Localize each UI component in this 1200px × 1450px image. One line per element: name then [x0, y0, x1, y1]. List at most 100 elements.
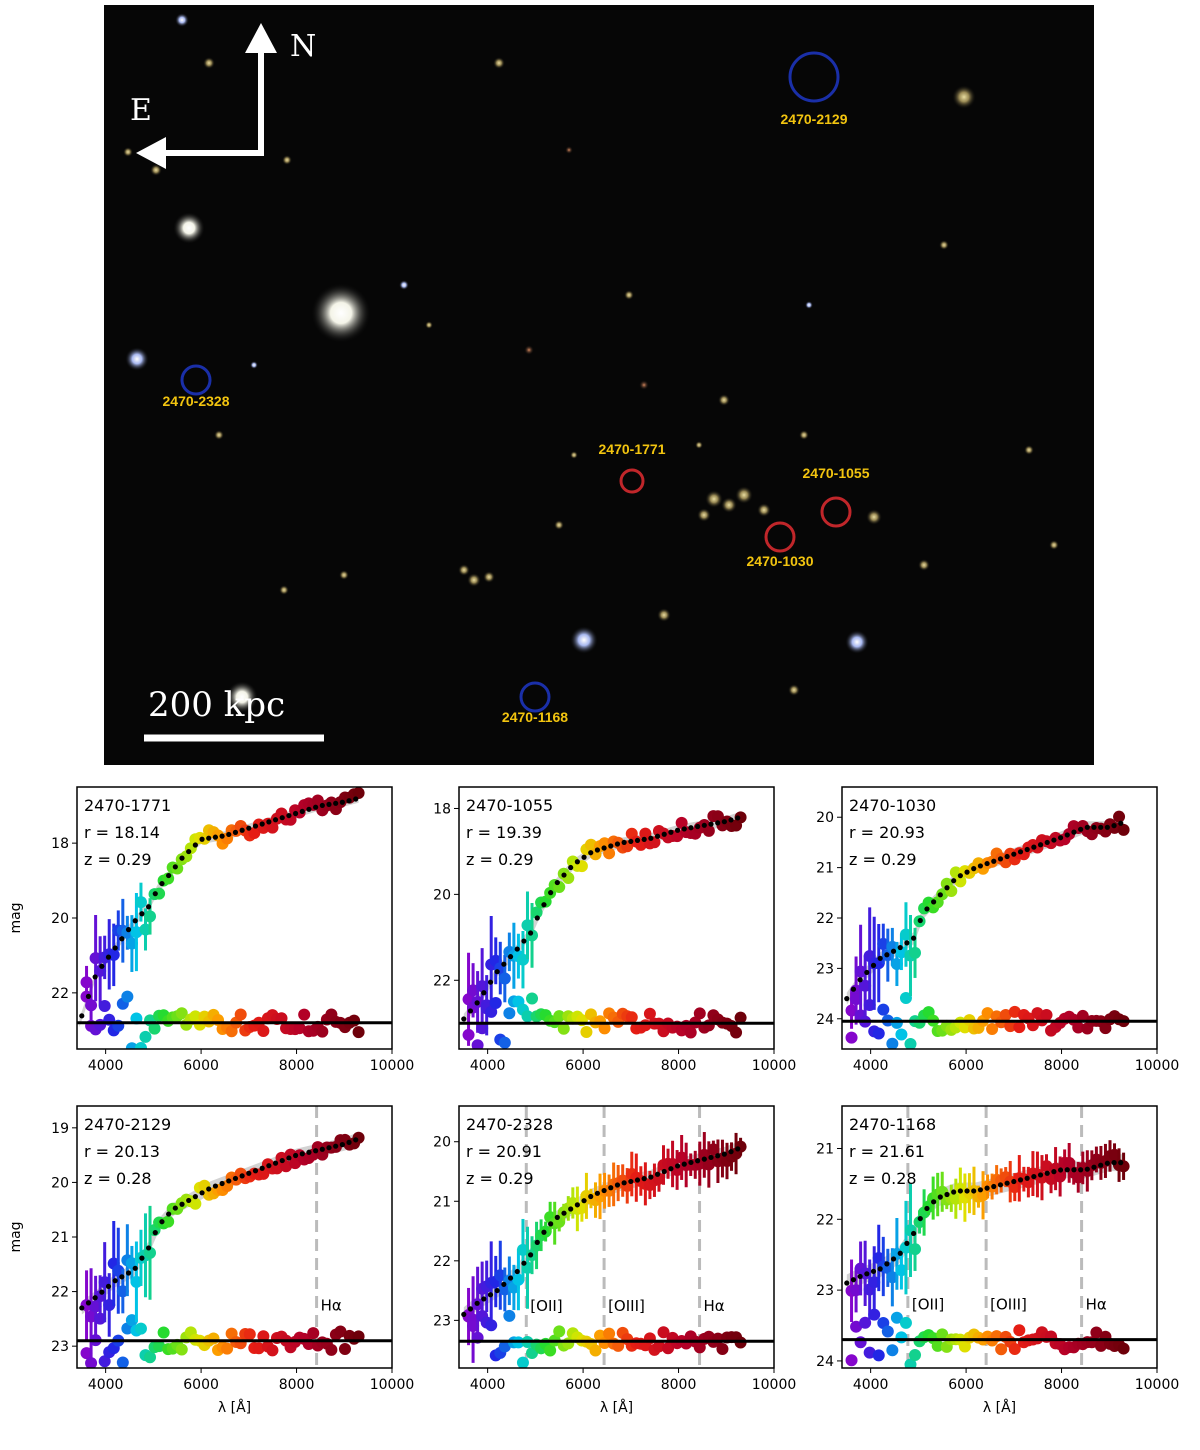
source-circle [764, 521, 796, 553]
data-point [280, 1160, 293, 1173]
model-point [991, 858, 997, 864]
model-point [917, 917, 923, 924]
residual-point [612, 1339, 625, 1352]
model-point [79, 1305, 85, 1311]
residual-point [1076, 1009, 1089, 1022]
model-point [239, 1173, 245, 1179]
model-point [681, 1161, 687, 1167]
residual-point [1099, 1022, 1112, 1035]
sky-object [250, 361, 258, 369]
model-point [641, 1176, 647, 1182]
model-point [186, 848, 192, 855]
model-point [487, 979, 494, 985]
y-tick-label: 22 [433, 1254, 451, 1270]
sed-panel-2470-1055: 4000 6000 8000 10000 18 20 22 2470-1055 r = 19.3… [433, 786, 796, 1074]
sed-panel-2470-1168: 4000 6000 8000 10000 21 22 23 24 2470-1168 r = 21… [816, 1105, 1179, 1416]
sky-object [805, 301, 813, 309]
model-point [594, 1190, 601, 1196]
model-point [521, 1260, 527, 1266]
model-point [917, 1215, 923, 1222]
residual-point [498, 1340, 511, 1353]
residual-point [904, 1037, 917, 1049]
data-point [162, 1215, 175, 1228]
sky-object [788, 684, 800, 696]
residual-point [899, 992, 912, 1005]
x-tick-label: 4000 [88, 1377, 124, 1393]
data-point [89, 1300, 102, 1313]
sky-object [173, 212, 205, 244]
residual-point [338, 1342, 351, 1355]
residual-point [498, 1036, 511, 1049]
model-point [1031, 844, 1037, 850]
residual-point [98, 999, 111, 1012]
model-point [695, 823, 701, 830]
model-point [326, 801, 332, 807]
residual-point [909, 1349, 922, 1362]
sky-object [939, 240, 949, 250]
model-point [494, 1287, 500, 1294]
data-point [467, 984, 480, 997]
sky-object [695, 441, 703, 449]
residual-point [1094, 1339, 1107, 1352]
residual-point [521, 1010, 534, 1023]
model-point [1044, 1170, 1050, 1176]
data-point [112, 1264, 125, 1277]
model-point [252, 823, 259, 829]
residual-point [334, 1325, 347, 1338]
x-tick-label: 8000 [279, 1058, 315, 1074]
model-point [661, 1168, 667, 1175]
model-point [628, 1178, 634, 1185]
residual-point [863, 999, 876, 1012]
model-point [721, 1151, 727, 1157]
residual-point [890, 1016, 903, 1029]
model-point [112, 1278, 118, 1284]
source-circle [519, 681, 551, 713]
model-point [292, 810, 299, 817]
emission-line-label: [OIII] [608, 1297, 645, 1315]
x-tick-label: 10000 [370, 1377, 415, 1393]
data-point [1113, 810, 1126, 823]
model-point [1057, 835, 1064, 841]
data-point [521, 919, 534, 932]
compass-arrows [136, 23, 277, 169]
data-point [498, 972, 511, 985]
model-point [339, 1142, 345, 1148]
residual-point [125, 1042, 138, 1049]
data-point [516, 953, 529, 966]
model-point [701, 822, 707, 828]
model-point [984, 1185, 990, 1191]
sky-object [554, 520, 564, 530]
model-point [561, 872, 567, 878]
model-point [1071, 829, 1077, 835]
emission-line-label: Hα [321, 1297, 342, 1315]
model-point [259, 1165, 265, 1171]
model-point [481, 1296, 487, 1302]
model-point [527, 1252, 534, 1258]
residual-point [981, 1007, 994, 1020]
y-tick-label: 21 [433, 1194, 451, 1210]
data-point [909, 1243, 922, 1256]
model-point [971, 866, 977, 872]
data-point [675, 816, 688, 829]
model-point [259, 821, 265, 827]
model-point [199, 836, 205, 842]
residual-point [553, 1325, 566, 1338]
data-point [698, 1148, 711, 1161]
model-point [1091, 1164, 1097, 1170]
sed-panel-2470-2129: 4000 6000 8000 10000 19 20 21 22 23 2470-2129 r = … [8, 1105, 415, 1416]
model-point [951, 1189, 957, 1195]
model-point [890, 1256, 897, 1262]
model-point [890, 948, 897, 954]
sky-object [705, 490, 723, 508]
x-tick-label: 8000 [1044, 1377, 1080, 1393]
model-point [614, 1182, 621, 1188]
data-point [352, 787, 365, 800]
model-point [353, 796, 359, 802]
y-tick-label: 21 [816, 861, 834, 877]
residual-point [662, 1342, 675, 1355]
east-label: E [130, 93, 152, 128]
residual-point [134, 1322, 147, 1335]
model-point [977, 1187, 984, 1193]
sky-object [425, 321, 433, 329]
model-point [145, 904, 152, 910]
